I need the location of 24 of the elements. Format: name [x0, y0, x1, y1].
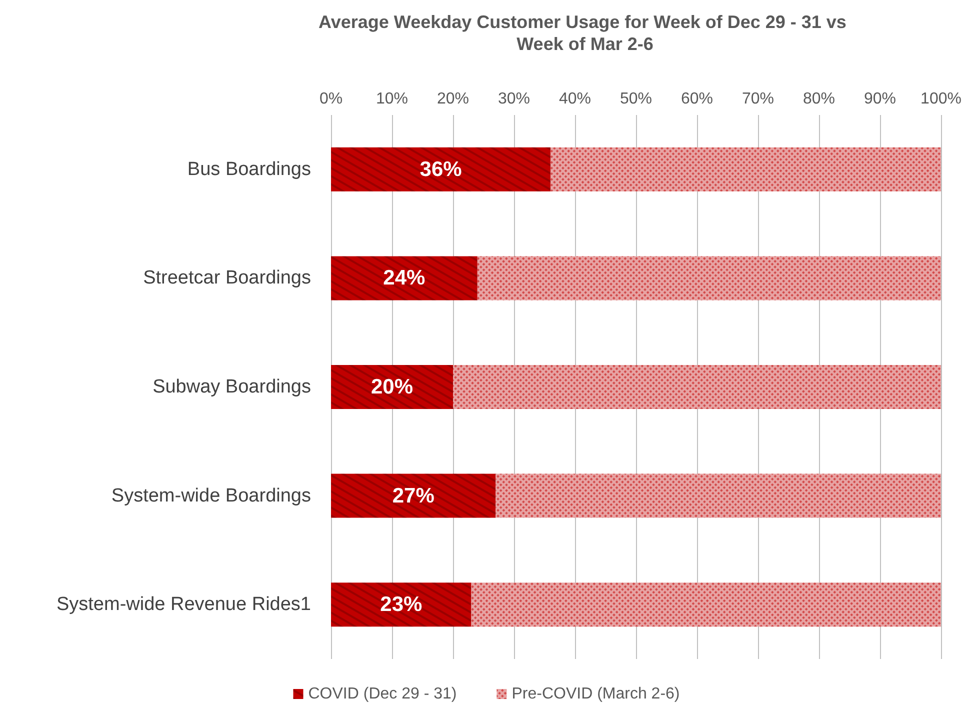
- y-tick-label: Subway Boardings: [152, 376, 311, 398]
- data-label: 23%: [380, 593, 422, 616]
- data-label: 27%: [392, 484, 435, 508]
- x-tick-label: 100%: [920, 90, 962, 108]
- x-tick-label: 20%: [436, 90, 470, 108]
- x-tick-label: 70%: [742, 90, 774, 108]
- x-tick-label: 50%: [620, 90, 652, 108]
- legend-label: Pre-COVID (March 2-6): [512, 686, 680, 702]
- x-tick-label: 0%: [319, 90, 343, 108]
- y-tick-label: Bus Boardings: [187, 158, 311, 180]
- x-tick-label: 60%: [680, 90, 714, 108]
- data-label: 24%: [383, 266, 426, 290]
- data-label: 36%: [420, 158, 462, 181]
- chart-title: Average Weekday Customer Usage for Week of Dec 29 - 31 vs Week of Mar 2-6: [318, 12, 852, 54]
- x-tick-label: 40%: [558, 90, 592, 108]
- data-label: 20%: [370, 376, 414, 398]
- x-tick-label: 90%: [864, 90, 896, 108]
- y-tick-label: System-wide Revenue Rides1: [56, 594, 311, 616]
- x-tick-label: 10%: [376, 90, 408, 108]
- legend-label: COVID (Dec 29 - 31): [308, 686, 457, 702]
- x-tick-label: 80%: [802, 90, 836, 108]
- x-tick-label: 30%: [498, 90, 530, 108]
- y-tick-label: Streetcar Boardings: [143, 268, 311, 289]
- y-tick-label: System-wide Boardings: [111, 485, 311, 506]
